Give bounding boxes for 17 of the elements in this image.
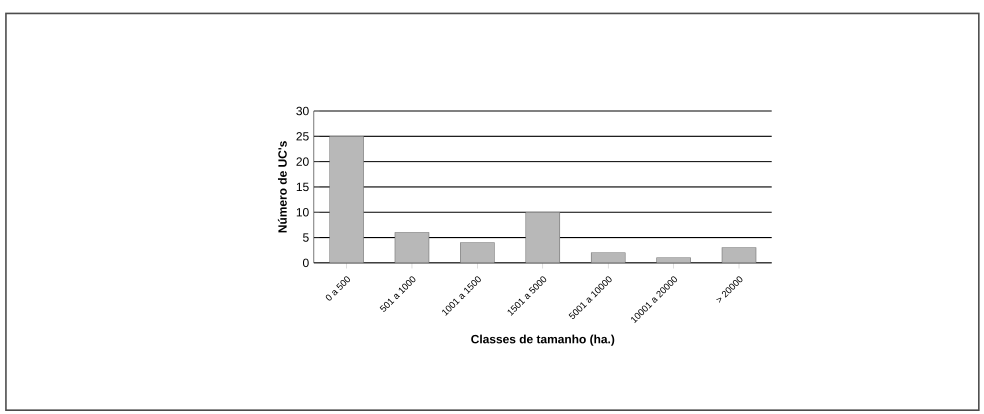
bar <box>656 257 691 263</box>
y-axis-title: Número de UC's <box>278 141 287 232</box>
y-tick-label: 25 <box>296 132 309 140</box>
x-tick-label: 0 a 500 <box>326 276 350 300</box>
bar <box>722 247 756 263</box>
y-tick-label: 15 <box>296 182 309 191</box>
x-axis-title: Classes de tamanho (ha.) <box>471 334 614 346</box>
bar <box>460 242 495 263</box>
y-tick-label: 5 <box>303 233 309 242</box>
y-tick-label: 0 <box>302 258 309 267</box>
bar <box>329 136 364 263</box>
y-tick-label: 20 <box>296 157 309 166</box>
y-tick-label: 30 <box>296 106 309 116</box>
bar <box>394 232 430 263</box>
bar <box>526 212 560 263</box>
y-tick-label: 10 <box>296 208 309 216</box>
bar <box>590 252 626 263</box>
